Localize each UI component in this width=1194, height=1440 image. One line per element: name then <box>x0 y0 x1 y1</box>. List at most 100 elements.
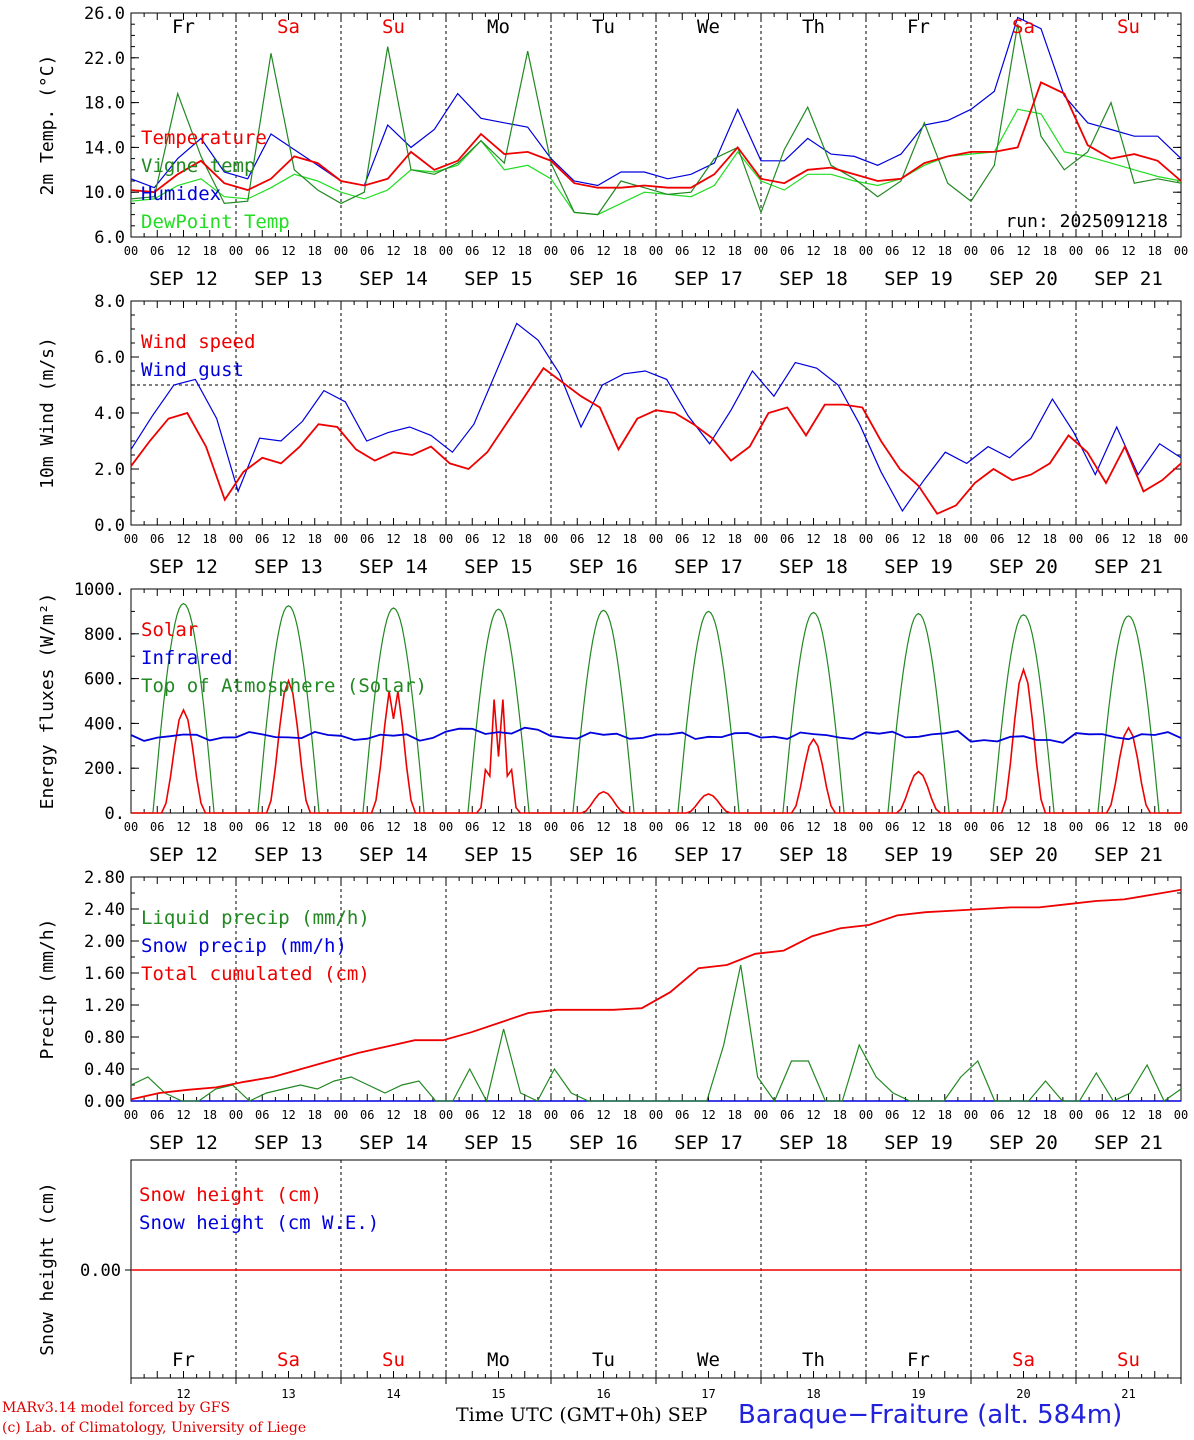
y-tick-label: 26.0 <box>84 4 125 24</box>
hour-tick-label: 06 <box>780 820 794 834</box>
legend-entry: Snow height (cm) <box>139 1184 322 1206</box>
hour-tick-label: 06 <box>255 1108 269 1122</box>
hour-tick-label: 18 <box>413 532 427 546</box>
hour-tick-label: 00 <box>754 244 768 258</box>
hour-tick-label: 06 <box>150 244 164 258</box>
date-label: SEP 12 <box>149 844 218 866</box>
legend-entry: Temperature <box>141 127 267 149</box>
y-tick-label: 14.0 <box>84 138 125 158</box>
hour-tick-label: 12 <box>1121 244 1135 258</box>
hour-tick-label: 12 <box>911 820 925 834</box>
hour-tick-label: 18 <box>1043 820 1057 834</box>
hour-tick-label: 12 <box>281 532 295 546</box>
hour-tick-label: 06 <box>990 1108 1004 1122</box>
date-label: SEP 21 <box>1094 1132 1163 1154</box>
y-tick-label: 6.0 <box>94 228 125 248</box>
hour-tick-label: 06 <box>150 1108 164 1122</box>
hour-tick-label: 12 <box>176 820 190 834</box>
hour-tick-label: 06 <box>1095 1108 1109 1122</box>
hour-tick-label: 00 <box>1069 244 1083 258</box>
date-label: SEP 16 <box>569 844 638 866</box>
hour-tick-label: 18 <box>938 532 952 546</box>
hour-tick-label: 12 <box>1016 532 1030 546</box>
hour-tick-label: 18 <box>728 532 742 546</box>
hour-tick-label: 06 <box>360 532 374 546</box>
date-label: SEP 19 <box>884 844 953 866</box>
legend-entry: Wind speed <box>141 331 255 353</box>
hour-tick-label: 00 <box>229 1108 243 1122</box>
hour-tick-label: 12 <box>596 820 610 834</box>
hour-tick-label: 12 <box>281 244 295 258</box>
hour-tick-label: 18 <box>203 244 217 258</box>
hour-tick-label: 06 <box>1095 532 1109 546</box>
toa-solar-curve <box>656 610 761 814</box>
hour-tick-label: 12 <box>1121 532 1135 546</box>
hour-tick-label: 00 <box>1174 244 1188 258</box>
series-line-wind-gust <box>130 322 1182 513</box>
hour-tick-label: 12 <box>281 1108 295 1122</box>
date-label: SEP 18 <box>779 556 848 578</box>
legend-entry: Humidex <box>141 183 221 205</box>
day-number: 20 <box>1016 1387 1030 1401</box>
hour-tick-label: 00 <box>859 1108 873 1122</box>
toa-solar-curve <box>1076 615 1181 814</box>
hour-tick-label: 06 <box>255 532 269 546</box>
hour-tick-label: 12 <box>596 244 610 258</box>
hour-tick-label: 12 <box>491 1108 505 1122</box>
hour-tick-label: 06 <box>150 820 164 834</box>
hour-tick-label: 00 <box>124 820 138 834</box>
hour-tick-label: 18 <box>938 820 952 834</box>
date-label: SEP 14 <box>359 1132 428 1154</box>
series-line-temperature <box>130 81 1182 194</box>
y-axis-label: 10m Wind (m/s) <box>37 337 58 489</box>
solar-curve <box>341 691 446 814</box>
legend-entry: Infrared <box>141 647 233 669</box>
hour-tick-label: 00 <box>334 244 348 258</box>
hour-tick-label: 06 <box>990 532 1004 546</box>
date-label: SEP 20 <box>989 268 1058 290</box>
hour-tick-label: 18 <box>728 820 742 834</box>
hour-tick-label: 06 <box>465 1108 479 1122</box>
plot-frame-wind <box>130 300 1182 526</box>
hour-tick-label: 00 <box>544 1108 558 1122</box>
date-label: SEP 21 <box>1094 844 1163 866</box>
hour-tick-label: 12 <box>491 532 505 546</box>
hour-tick-label: 06 <box>570 820 584 834</box>
y-tick-label: 800. <box>84 625 125 645</box>
hour-tick-label: 18 <box>728 1108 742 1122</box>
hour-tick-label: 00 <box>649 820 663 834</box>
hour-tick-label: 18 <box>518 820 532 834</box>
y-tick-label: 1000. <box>74 580 125 600</box>
hour-tick-label: 00 <box>964 532 978 546</box>
hour-tick-label: 18 <box>518 532 532 546</box>
hour-tick-label: 12 <box>386 820 400 834</box>
date-label: SEP 19 <box>884 268 953 290</box>
day-name: We <box>697 1349 720 1371</box>
hour-tick-label: 18 <box>623 244 637 258</box>
hour-tick-label: 18 <box>833 1108 847 1122</box>
month-label: SEP <box>667 1404 708 1426</box>
day-number: 19 <box>911 1387 925 1401</box>
hour-tick-label: 06 <box>885 532 899 546</box>
date-label: SEP 18 <box>779 268 848 290</box>
day-number: 18 <box>806 1387 820 1401</box>
solar-curve <box>761 737 866 814</box>
date-label: SEP 16 <box>569 1132 638 1154</box>
date-label: SEP 13 <box>254 844 323 866</box>
hour-tick-label: 00 <box>754 1108 768 1122</box>
hour-tick-label: 06 <box>675 820 689 834</box>
hour-tick-label: 00 <box>754 820 768 834</box>
hour-tick-label: 18 <box>623 820 637 834</box>
y-axis-label: Snow height (cm) <box>37 1182 58 1355</box>
solar-curve <box>866 770 971 814</box>
hour-tick-label: 06 <box>360 1108 374 1122</box>
infrared-curve <box>130 726 1182 744</box>
series-line-vigne-temp <box>130 24 1182 216</box>
y-axis-label: Energy fluxes (W/m²) <box>37 593 58 810</box>
hour-tick-label: 06 <box>780 244 794 258</box>
day-number: 21 <box>1121 1387 1135 1401</box>
y-tick-label: 22.0 <box>84 49 125 69</box>
hour-tick-label: 12 <box>1016 244 1030 258</box>
day-name: Tu <box>592 16 615 38</box>
